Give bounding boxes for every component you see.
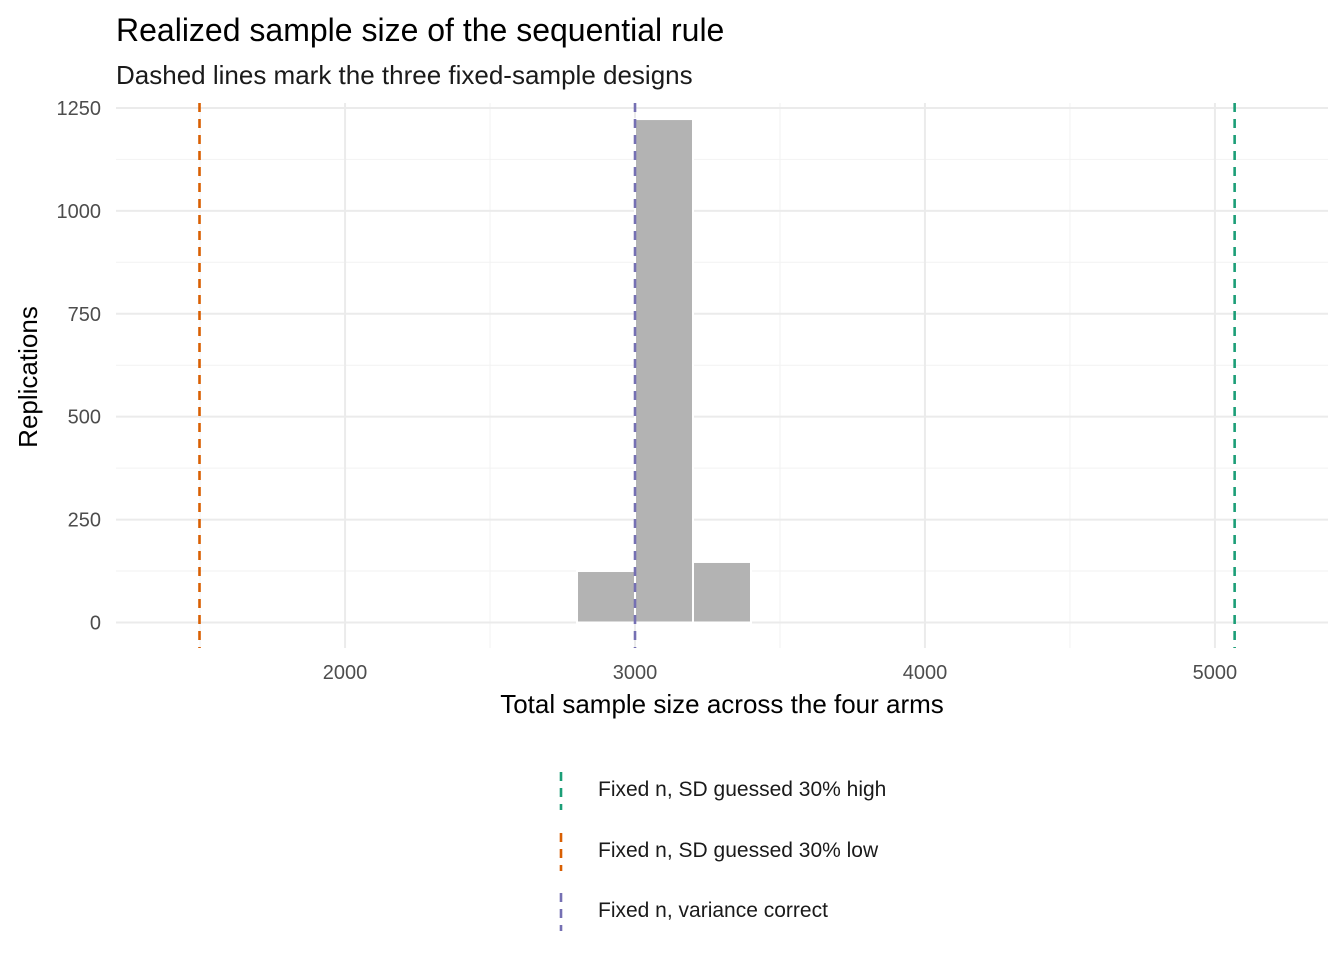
histogram-bar — [634, 118, 695, 624]
x-tick-label: 5000 — [1193, 662, 1238, 684]
y-tick-label: 250 — [68, 510, 101, 532]
x-axis-tick-labels: 2000 3000 4000 5000 — [323, 662, 1237, 684]
x-tick-label: 2000 — [323, 662, 368, 684]
histogram-bars — [576, 118, 752, 624]
legend-item: Fixed n, variance correct — [559, 893, 828, 931]
y-tick-label: 750 — [68, 304, 101, 326]
legend-label: Fixed n, variance correct — [598, 899, 828, 922]
y-tick-label: 1000 — [57, 201, 102, 223]
histogram-bar — [692, 560, 752, 624]
legend-item: Fixed n, SD guessed 30% high — [559, 772, 886, 810]
x-axis-title: Total sample size across the four arms — [500, 689, 944, 719]
y-tick-label: 500 — [68, 407, 101, 429]
y-axis-tick-labels: 0 250 500 750 1000 1250 — [57, 98, 102, 635]
legend: Fixed n, SD guessed 30% high Fixed n, SD … — [559, 772, 886, 931]
y-tick-label: 0 — [90, 612, 101, 634]
x-tick-label: 3000 — [613, 662, 658, 684]
chart-subtitle: Dashed lines mark the three fixed-sample… — [116, 60, 693, 90]
x-tick-label: 4000 — [903, 662, 948, 684]
legend-label: Fixed n, SD guessed 30% low — [598, 839, 879, 862]
histogram-bar — [576, 570, 637, 624]
legend-label: Fixed n, SD guessed 30% high — [598, 778, 886, 801]
legend-item: Fixed n, SD guessed 30% low — [559, 833, 879, 871]
y-axis-title: Replications — [13, 306, 43, 448]
y-tick-label: 1250 — [57, 98, 102, 120]
reference-lines — [198, 103, 1236, 648]
chart-title: Realized sample size of the sequential r… — [116, 12, 724, 48]
